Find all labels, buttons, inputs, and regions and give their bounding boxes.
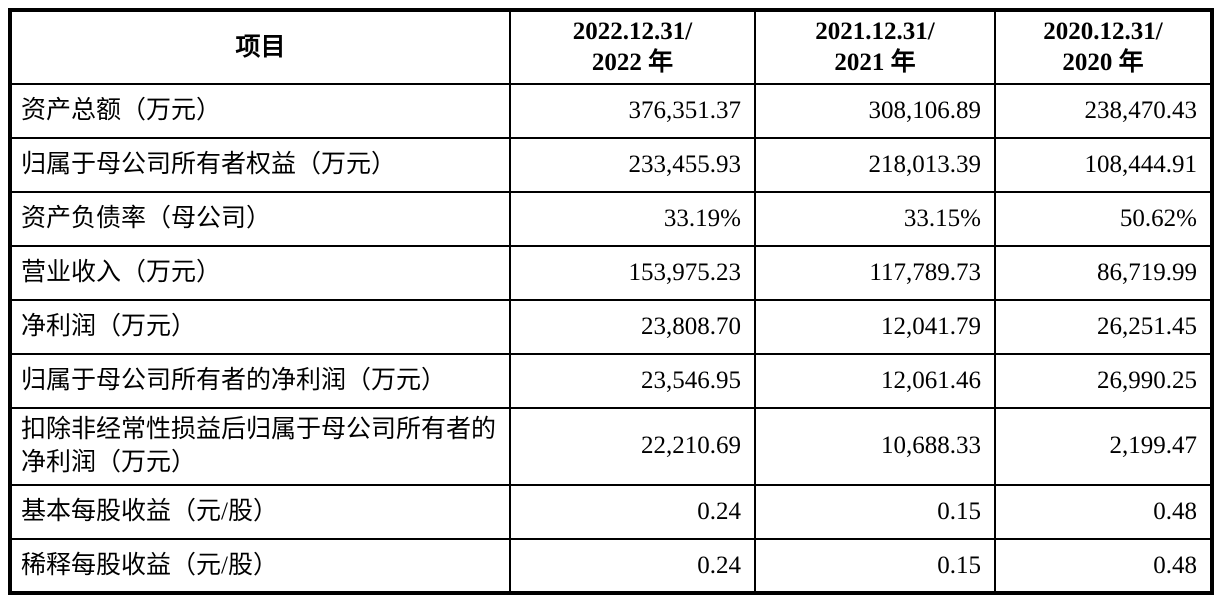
- table-row-total-assets: 资产总额（万元） 376,351.37 308,106.89 238,470.4…: [9, 82, 1213, 139]
- header-2020: 2020.12.31/ 2020 年: [994, 9, 1213, 85]
- value-2020: 50.62%: [994, 190, 1213, 247]
- table-row-parent-equity: 归属于母公司所有者权益（万元） 233,455.93 218,013.39 10…: [9, 136, 1213, 193]
- value-2021: 12,041.79: [754, 298, 996, 355]
- value-2021: 218,013.39: [754, 136, 996, 193]
- value-2021: 12,061.46: [754, 352, 996, 409]
- value-2020: 26,990.25: [994, 352, 1213, 409]
- value-2021: 0.15: [754, 484, 996, 540]
- value-2022: 22,210.69: [509, 406, 756, 486]
- row-label: 资产负债率（母公司）: [9, 190, 511, 247]
- row-label: 营业收入（万元）: [9, 244, 511, 301]
- value-2020: 0.48: [994, 538, 1213, 594]
- table-row-diluted-eps: 稀释每股收益（元/股） 0.24 0.15 0.48: [9, 538, 1213, 594]
- value-2022: 33.19%: [509, 190, 756, 247]
- row-label: 扣除非经常性损益后归属于母公司所有者的净利润（万元）: [9, 406, 511, 486]
- row-label: 归属于母公司所有者的净利润（万元）: [9, 352, 511, 409]
- value-2021: 117,789.73: [754, 244, 996, 301]
- row-label: 稀释每股收益（元/股）: [9, 538, 511, 594]
- value-2022: 23,546.95: [509, 352, 756, 409]
- value-2021: 10,688.33: [754, 406, 996, 486]
- table-row-revenue: 营业收入（万元） 153,975.23 117,789.73 86,719.99: [9, 244, 1213, 301]
- header-2021: 2021.12.31/ 2021 年: [754, 9, 996, 85]
- value-2020: 108,444.91: [994, 136, 1213, 193]
- header-2022: 2022.12.31/ 2022 年: [509, 9, 756, 85]
- value-2020: 2,199.47: [994, 406, 1213, 486]
- table-row-net-profit: 净利润（万元） 23,808.70 12,041.79 26,251.45: [9, 298, 1213, 355]
- row-label: 净利润（万元）: [9, 298, 511, 355]
- row-label: 基本每股收益（元/股）: [9, 484, 511, 540]
- table-row-basic-eps: 基本每股收益（元/股） 0.24 0.15 0.48: [9, 484, 1213, 540]
- value-2021: 308,106.89: [754, 82, 996, 139]
- value-2020: 0.48: [994, 484, 1213, 540]
- value-2020: 26,251.45: [994, 298, 1213, 355]
- value-2021: 33.15%: [754, 190, 996, 247]
- financial-summary-table: 项目 2022.12.31/ 2022 年 2021.12.31/ 2021 年…: [8, 8, 1214, 595]
- table-row-debt-ratio: 资产负债率（母公司） 33.19% 33.15% 50.62%: [9, 190, 1213, 247]
- value-2020: 238,470.43: [994, 82, 1213, 139]
- value-2022: 233,455.93: [509, 136, 756, 193]
- table-row-deducted-net-profit: 扣除非经常性损益后归属于母公司所有者的净利润（万元） 22,210.69 10,…: [9, 406, 1213, 486]
- header-item: 项目: [9, 9, 511, 85]
- value-2022: 153,975.23: [509, 244, 756, 301]
- value-2022: 0.24: [509, 538, 756, 594]
- value-2021: 0.15: [754, 538, 996, 594]
- table-row-parent-net-profit: 归属于母公司所有者的净利润（万元） 23,546.95 12,061.46 26…: [9, 352, 1213, 409]
- table-header-row: 项目 2022.12.31/ 2022 年 2021.12.31/ 2021 年…: [9, 9, 1213, 85]
- row-label: 资产总额（万元）: [9, 82, 511, 139]
- value-2022: 0.24: [509, 484, 756, 540]
- value-2022: 23,808.70: [509, 298, 756, 355]
- value-2020: 86,719.99: [994, 244, 1213, 301]
- row-label: 归属于母公司所有者权益（万元）: [9, 136, 511, 193]
- value-2022: 376,351.37: [509, 82, 756, 139]
